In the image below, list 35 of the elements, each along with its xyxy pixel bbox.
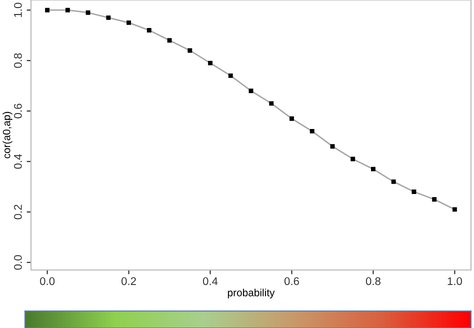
point xyxy=(106,15,111,20)
y-tick-label: 0.0 xyxy=(14,255,22,270)
y-axis-title: cor(a0,ap) xyxy=(2,112,12,158)
point xyxy=(248,88,254,94)
point xyxy=(146,28,152,33)
point xyxy=(330,144,335,149)
point xyxy=(45,8,50,12)
point xyxy=(208,60,212,66)
point xyxy=(65,8,70,12)
point xyxy=(228,73,233,78)
x-tick-label: 0.6 xyxy=(284,277,299,286)
y-tick-label: 0.8 xyxy=(14,53,22,68)
point xyxy=(290,116,294,121)
y-tick-label: 0.2 xyxy=(14,204,22,220)
y-tick-label: 0.6 xyxy=(14,104,22,118)
point xyxy=(188,48,192,53)
point xyxy=(167,38,172,43)
x-tick-label: 1.0 xyxy=(448,277,462,286)
point xyxy=(391,179,396,184)
y-tick-label: 1.0 xyxy=(14,2,22,17)
x-tick-label: 0.0 xyxy=(40,277,55,286)
y-tick-label: 0.4 xyxy=(14,154,22,169)
point xyxy=(412,190,416,194)
x-tick-label: 0.8 xyxy=(366,277,380,286)
point xyxy=(269,101,274,106)
point xyxy=(126,20,131,25)
point xyxy=(310,128,314,134)
point xyxy=(350,156,356,162)
x-tick-label: 0.2 xyxy=(121,277,136,286)
x-axis-title: probability xyxy=(228,288,275,298)
point xyxy=(432,197,437,202)
point xyxy=(452,207,457,212)
point xyxy=(371,166,376,172)
point xyxy=(86,10,90,15)
x-tick-label: 0.4 xyxy=(202,277,218,286)
